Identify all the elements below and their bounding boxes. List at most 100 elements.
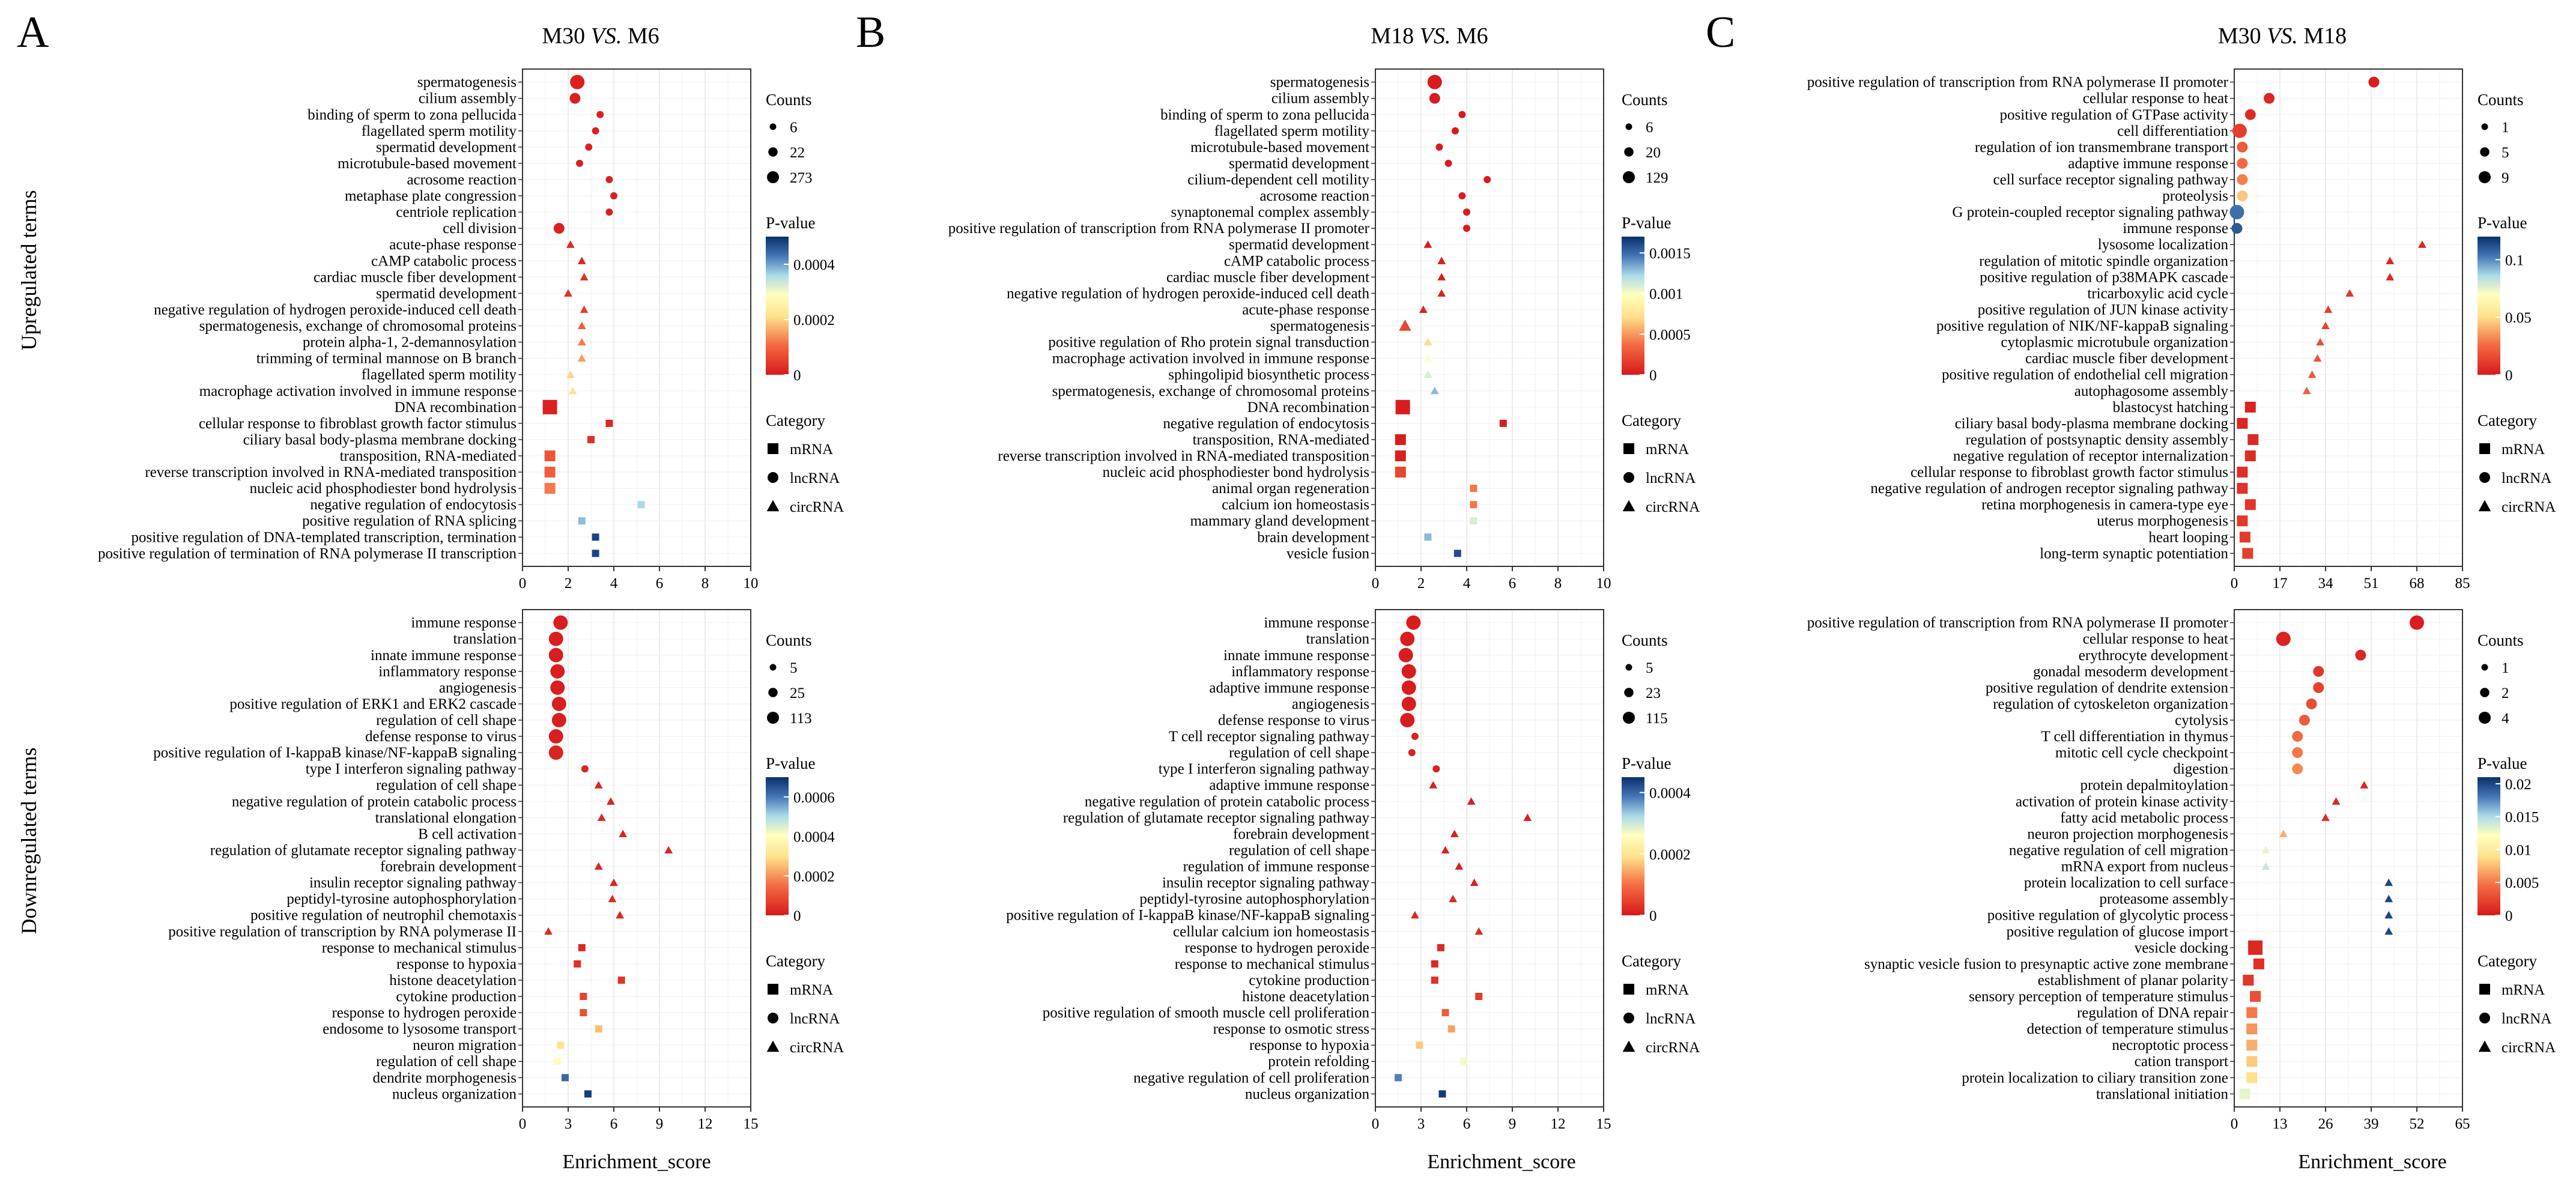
term-label: positive regulation of NIK/NF-kappaB sig… [1936, 318, 2229, 335]
term-label: negative regulation of cell migration [2009, 842, 2229, 858]
data-point [550, 664, 565, 679]
data-point [557, 1041, 565, 1049]
term-label: establishment of planar polarity [2038, 972, 2229, 989]
term-label: spermatogenesis, exchange of chromosomal… [1052, 383, 1369, 399]
legend-count-dot [768, 688, 778, 697]
term-label: sensory perception of temperature stimul… [1969, 989, 2228, 1005]
term-label: heart looping [2148, 529, 2228, 545]
data-point [637, 501, 645, 509]
term-label: positive regulation of JUN kinase activi… [1978, 302, 2229, 318]
data-point [2386, 273, 2395, 280]
term-label: T cell differentiation in thymus [2041, 729, 2228, 745]
pvalue-colorbar [1622, 237, 1644, 375]
data-point [605, 419, 613, 427]
panel-letter-b: B [856, 8, 885, 57]
legend-category-label: circRNA [1646, 499, 1700, 515]
term-label: positive regulation of I-kappaB kinase/N… [1006, 908, 1369, 924]
term-label: nucleus organization [1245, 1086, 1370, 1102]
data-point [1463, 208, 1470, 216]
term-label: type I interferon signaling pathway [1159, 761, 1370, 777]
term-label: response to hydrogen peroxide [1184, 940, 1369, 956]
legend-category-label: circRNA [1646, 1040, 1700, 1056]
data-point [619, 829, 628, 837]
colorbar-tick-label: 0.0004 [793, 829, 835, 846]
term-label: acute-phase response [389, 237, 517, 253]
legend-count-dot [1623, 712, 1635, 724]
data-point [2239, 532, 2250, 543]
data-point [2299, 715, 2310, 726]
data-point [1430, 386, 1439, 395]
data-point [2239, 1088, 2250, 1100]
term-label: protein localization to cell surface [2024, 875, 2228, 891]
term-label: positive regulation of dendrite extensio… [1986, 680, 2229, 696]
data-point [566, 370, 575, 378]
data-point [2261, 862, 2270, 870]
data-point [1455, 862, 1464, 870]
legend-count-label: 4 [2502, 711, 2509, 727]
pvalue-colorbar [766, 777, 789, 915]
term-label: reverse transcription involved in RNA-me… [145, 464, 517, 480]
legend-category-label: mRNA [1646, 982, 1689, 998]
term-label: acrosome reaction [407, 172, 517, 188]
term-label: negative regulation of protein catabolic… [1085, 793, 1369, 810]
data-point [2247, 434, 2259, 445]
term-label: positive regulation of p38MAPK cascade [1980, 269, 2228, 285]
data-point [1398, 647, 1413, 662]
x-tick-label: 6 [656, 575, 664, 592]
term-label: cAMP catabolic process [1224, 253, 1369, 269]
data-point [1437, 289, 1446, 297]
data-point [574, 960, 581, 968]
colorbar-tick-label: 0 [2505, 908, 2513, 924]
x-tick-label: 15 [1596, 1116, 1611, 1132]
data-point [1438, 1090, 1446, 1098]
data-point [1470, 501, 1477, 509]
legend-pvalue-title: P-value [1622, 754, 1671, 772]
legend-category-label: lncRNA [790, 1011, 840, 1027]
colorbar-tick-label: 0.0002 [1649, 847, 1691, 863]
data-point [544, 483, 556, 494]
term-label: forebrain development [380, 859, 517, 875]
legend-pvalue-title: P-value [1622, 214, 1671, 232]
term-label: angiogenesis [439, 680, 517, 696]
data-point [1475, 993, 1483, 1000]
data-point [2237, 515, 2248, 527]
legend-category-label: mRNA [790, 982, 833, 998]
term-label: regulation of cell shape [376, 1053, 517, 1070]
legend-category-title: Category [1622, 952, 1681, 970]
data-point [2246, 1007, 2258, 1019]
data-point [544, 927, 553, 935]
legend-pvalue-title: P-value [2478, 754, 2527, 772]
term-label: cellular calcium ion homeostasis [1173, 924, 1369, 940]
legend-count-label: 9 [2502, 170, 2509, 186]
data-point [2321, 321, 2330, 330]
term-label: activation of protein kinase activity [2016, 793, 2229, 810]
data-point [569, 92, 581, 104]
data-point [577, 256, 586, 264]
data-point [2368, 76, 2380, 88]
pvalue-colorbar [1622, 777, 1644, 915]
legend-count-dot [2479, 712, 2491, 724]
term-label: sphingolipid biosynthetic process [1168, 367, 1369, 383]
data-point [580, 305, 589, 313]
term-label: cell surface receptor signaling pathway [1993, 172, 2229, 188]
legend-category-label: circRNA [790, 499, 844, 515]
colorbar-tick-label: 0.1 [2505, 252, 2524, 268]
data-point [2244, 450, 2256, 461]
data-point [2244, 401, 2256, 413]
x-tick-label: 0 [2231, 575, 2238, 592]
legend-category-symbol [1623, 1013, 1634, 1023]
legend-count-dot [1623, 171, 1635, 183]
legend-category-symbol [2478, 500, 2491, 512]
term-label: T cell receptor signaling pathway [1169, 729, 1370, 745]
plot-a-down: 0 3 6 9 12 15 immune responsetranslationinnate… [153, 609, 844, 1132]
colorbar-tick-label: 0 [1649, 368, 1657, 384]
x-tick-label: 8 [1554, 575, 1562, 592]
term-label: flagellated sperm motility [1214, 123, 1370, 139]
data-point [605, 208, 613, 216]
term-label: DNA recombination [1247, 399, 1370, 416]
legend-count-label: 23 [1646, 685, 1661, 702]
legend-counts-title: Counts [766, 631, 812, 649]
data-point [1401, 696, 1416, 711]
legend-count-dot [1625, 664, 1632, 671]
